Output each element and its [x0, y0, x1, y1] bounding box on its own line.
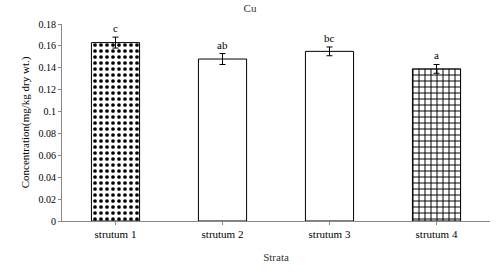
svg-text:a: a — [434, 49, 439, 61]
svg-text:0.1: 0.1 — [44, 106, 57, 117]
svg-text:0.14: 0.14 — [39, 62, 57, 73]
svg-text:0: 0 — [51, 216, 56, 227]
svg-text:0.18: 0.18 — [39, 19, 57, 30]
svg-text:strutum 2: strutum 2 — [202, 228, 244, 240]
svg-text:0.12: 0.12 — [39, 84, 57, 95]
svg-text:strutum 3: strutum 3 — [309, 228, 351, 240]
svg-text:0.16: 0.16 — [39, 40, 57, 51]
svg-text:Strata: Strata — [263, 251, 289, 263]
svg-text:0.02: 0.02 — [39, 194, 57, 205]
svg-text:c: c — [113, 22, 118, 34]
svg-text:bc: bc — [324, 32, 335, 44]
svg-text:strutum 4: strutum 4 — [416, 228, 458, 240]
svg-text:0.06: 0.06 — [39, 150, 57, 161]
svg-text:0.08: 0.08 — [39, 128, 57, 139]
svg-text:Concentration(mg/kg dry wt.): Concentration(mg/kg dry wt.) — [19, 56, 32, 188]
svg-text:0.04: 0.04 — [39, 172, 57, 183]
svg-text:strutum 1: strutum 1 — [95, 228, 137, 240]
svg-text:ab: ab — [217, 39, 228, 51]
svg-text:Cu: Cu — [244, 2, 257, 14]
